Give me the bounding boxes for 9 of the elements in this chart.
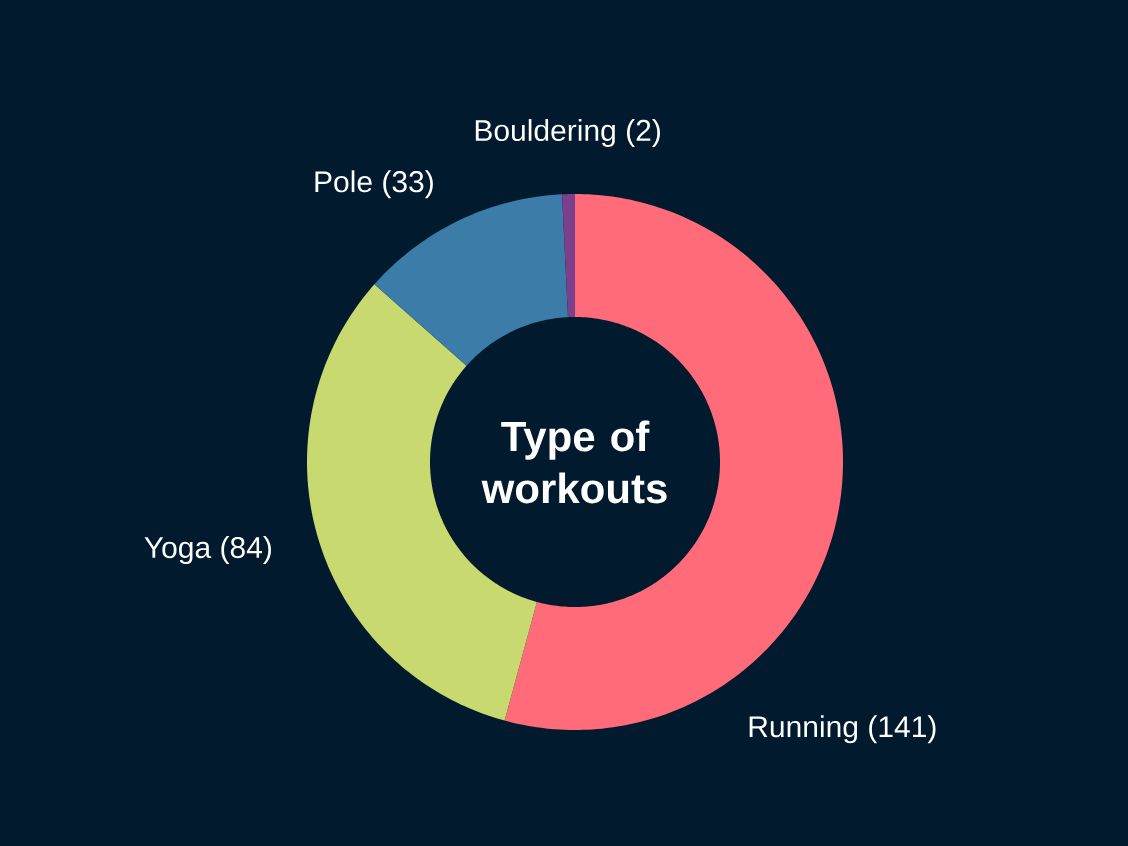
data-label: (84) — [221, 536, 271, 565]
slice-label: Yoga — [144, 537, 212, 565]
text: Type of workouts — [481, 420, 667, 504]
data-label: (2) — [627, 119, 660, 148]
slice-label: Running — [749, 715, 858, 744]
slice-label: Pole — [315, 170, 372, 193]
data-label: (33) — [383, 170, 433, 199]
data-label: (141) — [869, 715, 936, 744]
slice-label: Bouldering — [475, 119, 615, 148]
